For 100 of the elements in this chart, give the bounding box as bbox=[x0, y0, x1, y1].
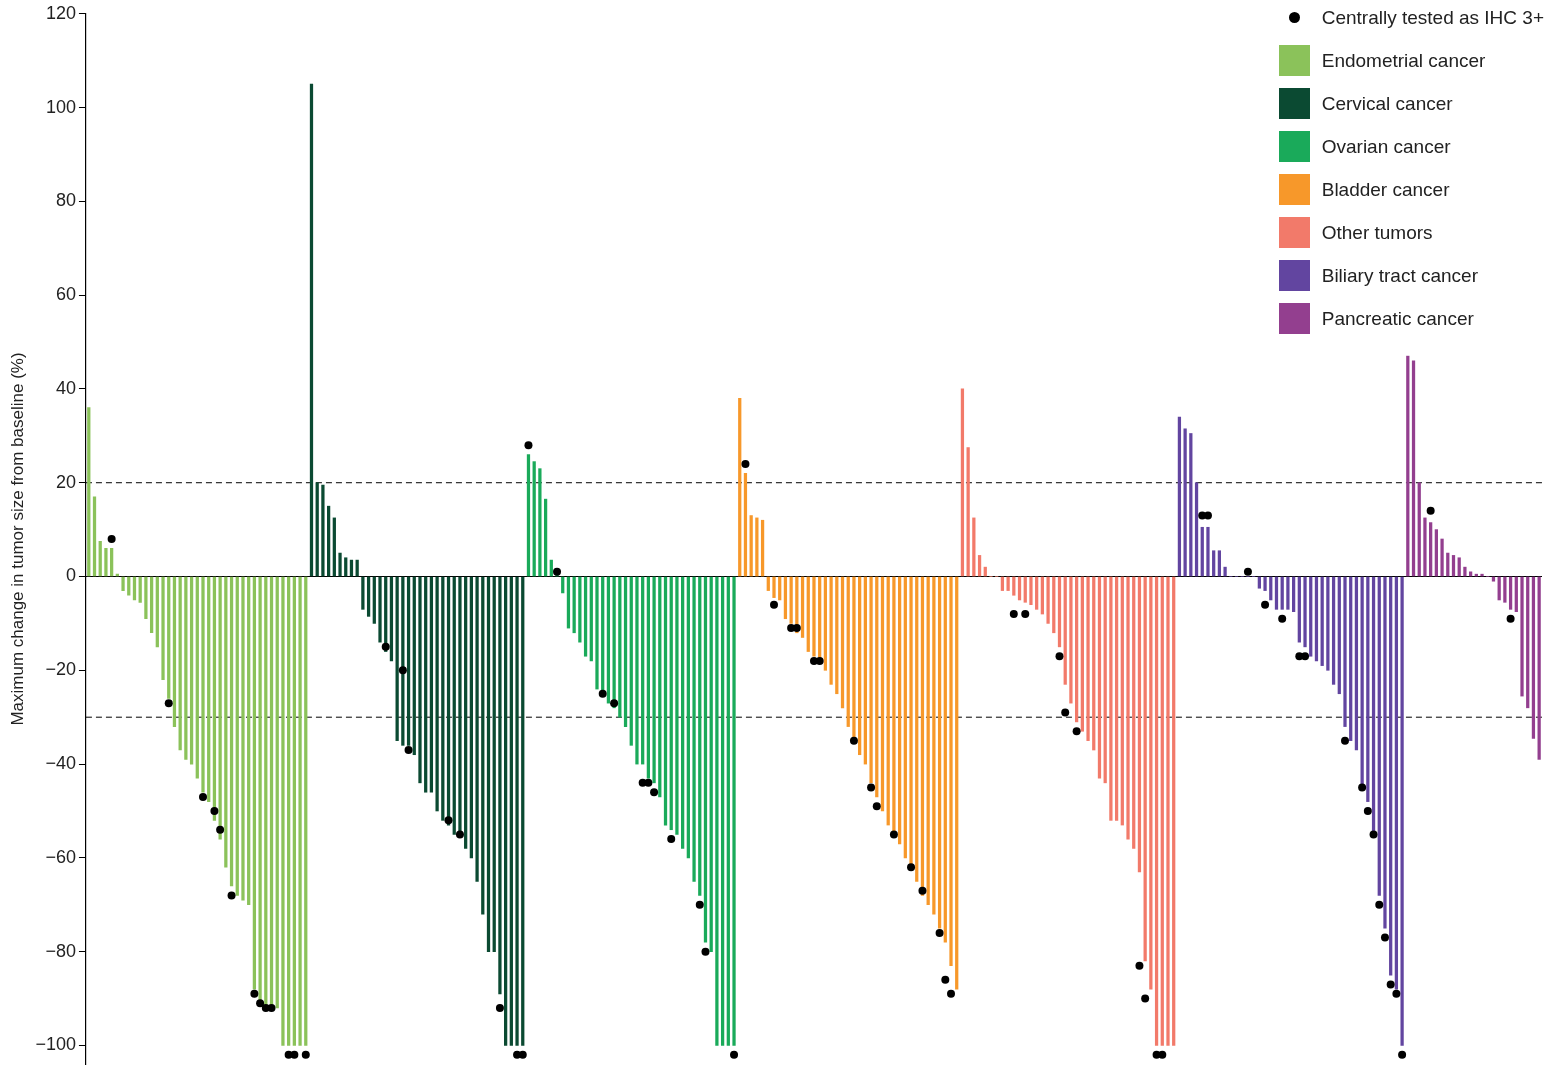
bar bbox=[469, 576, 473, 859]
y-tick-label: −20 bbox=[45, 659, 76, 680]
bar bbox=[1286, 576, 1290, 610]
bar bbox=[715, 576, 719, 1046]
bar bbox=[429, 576, 434, 793]
bar bbox=[1377, 576, 1381, 896]
bar bbox=[1291, 576, 1296, 613]
bar bbox=[184, 576, 188, 760]
bar bbox=[766, 576, 770, 591]
bar bbox=[1469, 571, 1473, 577]
bar bbox=[1172, 576, 1176, 1046]
legend-label: Biliary tract cancer bbox=[1321, 264, 1478, 287]
bar bbox=[578, 576, 582, 643]
bar bbox=[1434, 529, 1438, 577]
bar bbox=[281, 576, 285, 1046]
bar bbox=[1389, 576, 1393, 976]
bar bbox=[886, 576, 890, 826]
bar bbox=[760, 519, 765, 577]
bar bbox=[1463, 566, 1467, 577]
bar bbox=[1206, 526, 1210, 577]
bar bbox=[332, 517, 336, 577]
bar bbox=[452, 576, 456, 835]
bar bbox=[326, 505, 331, 577]
y-tick-label: −80 bbox=[45, 940, 76, 961]
bar bbox=[755, 517, 759, 577]
bar bbox=[104, 548, 108, 577]
bar bbox=[98, 541, 102, 577]
y-tick-label: 120 bbox=[45, 2, 76, 23]
bar bbox=[1497, 576, 1501, 601]
bar bbox=[1480, 573, 1484, 577]
bar bbox=[526, 454, 531, 577]
bar bbox=[1217, 550, 1222, 577]
bar bbox=[441, 576, 445, 821]
bar bbox=[1269, 576, 1273, 601]
bar bbox=[658, 576, 662, 798]
bar bbox=[875, 576, 879, 798]
y-tick-label: −100 bbox=[35, 1034, 76, 1055]
bar bbox=[412, 576, 416, 756]
bar bbox=[1103, 576, 1107, 784]
bar bbox=[235, 576, 239, 896]
bar bbox=[161, 576, 165, 681]
bar bbox=[1040, 576, 1044, 615]
bar bbox=[344, 557, 348, 577]
bar bbox=[652, 576, 656, 784]
bar bbox=[1114, 576, 1119, 821]
bar bbox=[543, 498, 548, 577]
bar bbox=[641, 576, 645, 765]
bar bbox=[1137, 576, 1142, 873]
bar bbox=[1200, 526, 1204, 577]
bar bbox=[1411, 360, 1416, 577]
bar bbox=[509, 576, 513, 1046]
bar bbox=[1120, 576, 1124, 826]
bar bbox=[920, 576, 925, 896]
bar bbox=[829, 576, 833, 685]
bar bbox=[1417, 482, 1421, 577]
bar bbox=[1537, 576, 1541, 760]
bar bbox=[87, 407, 91, 577]
bar bbox=[732, 576, 736, 1046]
bar bbox=[481, 576, 485, 915]
bar bbox=[943, 576, 947, 943]
bar bbox=[92, 496, 97, 577]
bar bbox=[241, 576, 245, 901]
bar bbox=[1354, 576, 1359, 751]
bar bbox=[675, 576, 679, 835]
bar bbox=[1274, 576, 1279, 610]
bar bbox=[1349, 576, 1353, 741]
bar bbox=[378, 576, 382, 643]
bar bbox=[315, 482, 319, 577]
y-tick-label: 20 bbox=[55, 471, 76, 492]
bar bbox=[1000, 576, 1005, 591]
bar bbox=[583, 576, 588, 657]
bar bbox=[1423, 517, 1427, 577]
bar bbox=[372, 576, 376, 624]
bar bbox=[1046, 576, 1050, 624]
bar bbox=[1331, 576, 1336, 685]
bar bbox=[932, 576, 936, 915]
bar bbox=[1177, 416, 1182, 577]
bar bbox=[1063, 576, 1067, 685]
bar bbox=[498, 576, 502, 995]
bar bbox=[389, 576, 394, 662]
bar bbox=[966, 447, 970, 577]
bar bbox=[1343, 576, 1347, 727]
bar bbox=[504, 576, 508, 1046]
bar bbox=[1149, 576, 1153, 990]
bar bbox=[1092, 576, 1096, 751]
bar bbox=[172, 576, 177, 727]
bar bbox=[1446, 552, 1450, 577]
bar bbox=[1029, 576, 1033, 605]
bar bbox=[1491, 576, 1496, 582]
bar bbox=[1069, 576, 1073, 704]
bar bbox=[663, 576, 668, 826]
y-tick-label: −60 bbox=[45, 846, 76, 867]
bar bbox=[1514, 576, 1518, 613]
bar bbox=[629, 576, 633, 746]
bar bbox=[395, 576, 399, 741]
bar bbox=[1520, 576, 1524, 697]
bar bbox=[635, 576, 639, 765]
bar bbox=[738, 397, 742, 577]
bar bbox=[840, 576, 845, 709]
bar bbox=[595, 576, 599, 690]
